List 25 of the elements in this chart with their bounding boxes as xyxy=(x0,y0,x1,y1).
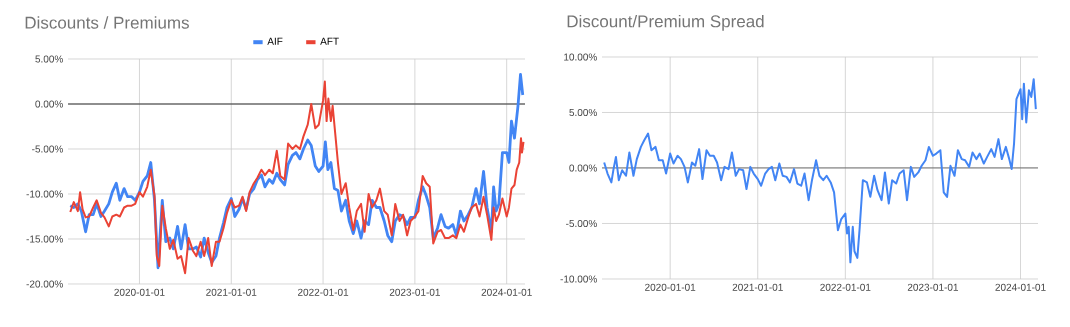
legend-label: AIF xyxy=(267,37,283,45)
y-tick-label: -5.00% xyxy=(566,219,597,228)
x-tick-label: 2022-01-01 xyxy=(820,283,871,291)
y-tick-label: -5.00% xyxy=(32,145,63,153)
y-tick-label: 0.00% xyxy=(35,100,63,108)
y-tick-label: 0.00% xyxy=(569,164,597,172)
x-tick-label: 2024-01-01 xyxy=(481,288,532,296)
y-tick-label: 5.00% xyxy=(569,108,597,117)
x-tick-label: 2020-01-01 xyxy=(114,288,165,296)
chart-title: Discount/Premium Spread xyxy=(567,14,764,31)
x-tick-label: 2020-01-01 xyxy=(645,283,696,291)
x-tick-label: 2021-01-01 xyxy=(732,283,783,291)
y-tick-label: -20.00% xyxy=(26,280,63,288)
x-tick-label: 2022-01-01 xyxy=(298,288,349,296)
x-tick-label: 2023-01-01 xyxy=(389,288,440,296)
chart-title: Discounts / Premiums xyxy=(25,16,189,29)
y-tick-label: 5.00% xyxy=(35,55,63,63)
x-tick-label: 2023-01-01 xyxy=(907,283,959,291)
y-tick-label: -15.00% xyxy=(26,235,63,243)
x-tick-label: 2024-01-01 xyxy=(995,283,1046,291)
legend-label: AFT xyxy=(320,37,339,45)
y-tick-label: 10.00% xyxy=(564,53,597,61)
y-tick-label: -10.00% xyxy=(26,190,63,198)
y-tick-label: -10.00% xyxy=(560,275,597,283)
x-tick-label: 2021-01-01 xyxy=(206,288,257,296)
